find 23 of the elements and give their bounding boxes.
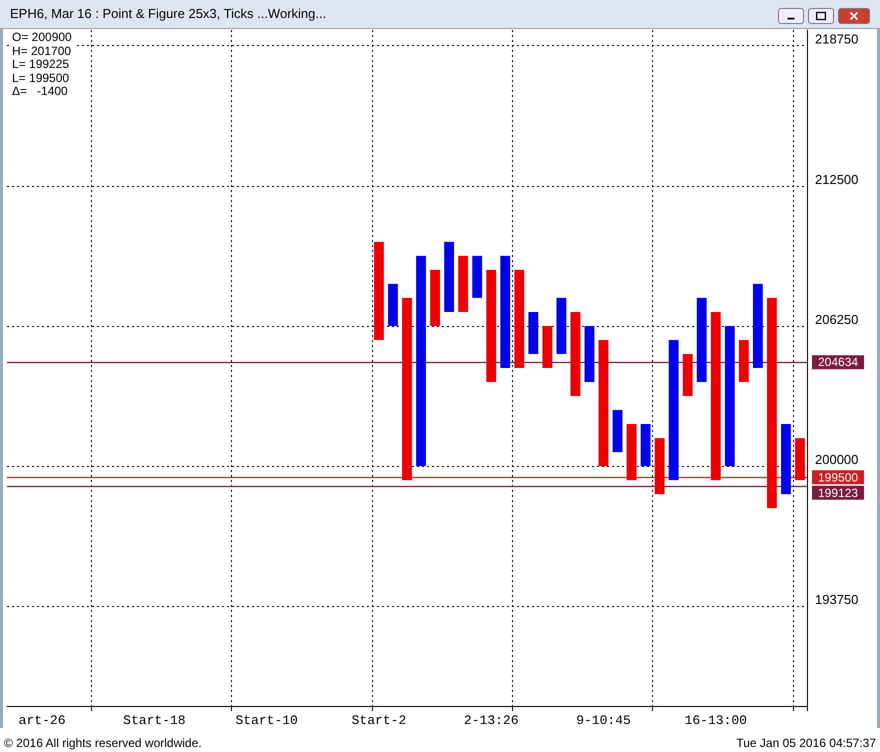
x-tick-label: 16-13:00	[684, 713, 747, 728]
text: © 2016 All rights reserved worldwide.	[4, 736, 202, 750]
annotation: H= 201700	[12, 44, 72, 58]
y-tick-label: 193750	[815, 592, 858, 608]
x-tick-label: 2-13:26	[464, 713, 519, 728]
annotation: L= 199500	[12, 70, 70, 85]
x-tick-label: 9-10:45	[576, 713, 631, 728]
y-tick-label: 206250	[815, 312, 858, 327]
y-tick-label: 218750	[815, 32, 858, 47]
text: Tue Jan 05 2016 04:57:37	[736, 736, 876, 750]
ref-line-label: 204634	[818, 355, 858, 370]
annotation: O= 200900	[12, 30, 72, 44]
x-tick-label: Start-18	[123, 713, 186, 728]
x-tick-label: Start-2	[352, 713, 406, 728]
x-tick-label: art-26	[18, 713, 66, 728]
annotation: L= 199225	[12, 57, 70, 72]
ref-line-label: 199500	[818, 470, 858, 484]
chart-title: EPH6, Mar 16 : Point & Figure 25x3, Ticks ...Working...	[10, 6, 326, 21]
y-tick-label: 212500	[815, 172, 858, 187]
ref-line-label: 199123	[818, 486, 858, 500]
x-tick-label: Start-10	[235, 713, 298, 728]
annotation: Δ= -1400	[12, 84, 69, 98]
y-tick-label: 200000	[815, 452, 858, 468]
